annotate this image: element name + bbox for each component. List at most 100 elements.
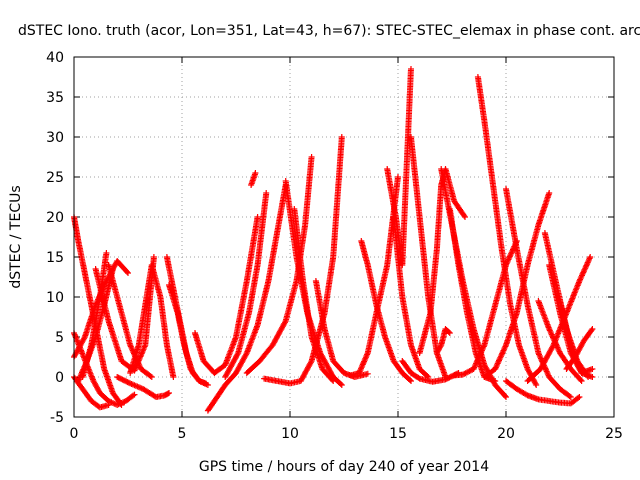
data-point-segment: [524, 367, 543, 384]
data-point: [308, 154, 315, 160]
data-point-segment: [163, 254, 177, 291]
data-point-segment: [356, 351, 371, 376]
y-tick-label: 35: [46, 90, 64, 106]
data-point-segment: [297, 359, 314, 384]
data-point-segment: [181, 342, 194, 371]
data-point: [395, 174, 401, 180]
data-point: [204, 382, 211, 388]
data-point-segment: [498, 246, 514, 307]
data-point-segment: [196, 378, 210, 388]
data-point: [150, 254, 157, 260]
data-point-segment: [503, 311, 520, 348]
data-point-segment: [524, 302, 542, 355]
data-point-segment: [75, 238, 88, 275]
y-tick-label: 0: [55, 370, 64, 386]
y-tick-label: 5: [55, 330, 64, 346]
data-point-segment: [96, 390, 111, 403]
data-point-segment: [204, 399, 217, 414]
data-point-segment: [503, 186, 520, 251]
y-tick-labels: -5 0 5 10 15 20 25 30 35 40: [46, 50, 64, 426]
data-point-segment: [567, 394, 582, 407]
data-arc: [248, 170, 259, 188]
data-point-segment: [330, 358, 346, 375]
data-arc: [416, 166, 468, 356]
data-point-segment: [187, 366, 202, 383]
data-point-segment: [81, 270, 94, 307]
data-point-segment: [567, 366, 584, 383]
data-point-segment: [446, 206, 462, 267]
data-point-segment: [174, 310, 187, 347]
data-point-segment: [274, 183, 289, 236]
y-tick-label: 30: [46, 130, 64, 146]
data-point-segment: [399, 294, 414, 347]
data-point-segment: [317, 350, 336, 379]
data-point: [330, 378, 337, 384]
data-arc: [222, 190, 270, 380]
data-point-segment: [373, 302, 388, 339]
data-point-segment: [358, 238, 371, 267]
data-point-segment: [192, 330, 207, 363]
data-point-segment: [116, 302, 133, 347]
data-point: [567, 394, 574, 400]
data-point: [462, 214, 468, 220]
data-point-segment: [470, 343, 487, 372]
data-arc: [524, 254, 594, 384]
data-point-segment: [122, 392, 137, 404]
y-axis-title: dSTEC / TECUs: [8, 185, 24, 288]
data-point-segment: [455, 262, 470, 315]
y-tick-label: 15: [46, 250, 64, 266]
data-point: [364, 370, 371, 377]
data-point-segment: [211, 383, 228, 404]
data-point-segment: [451, 198, 468, 219]
data-point-segment: [416, 366, 431, 379]
data-point: [576, 394, 583, 400]
data-point-segment: [282, 279, 300, 324]
data-point-segment: [442, 326, 452, 335]
data-point: [131, 391, 138, 398]
data-arc: [503, 378, 583, 407]
data-point-segment: [135, 303, 148, 348]
data-arc: [192, 214, 261, 376]
data-point: [103, 250, 110, 256]
data-point: [263, 190, 270, 196]
y-tick-label: -5: [50, 410, 64, 426]
data-point-segment: [312, 278, 328, 331]
data-arc: [446, 206, 499, 384]
data-point: [105, 402, 112, 408]
data-point-segment: [233, 279, 250, 340]
data-point-segment: [464, 310, 479, 355]
data-point-segment: [433, 183, 445, 252]
x-axis-title: GPS time / hours of day 240 of year 2014: [199, 459, 489, 475]
data-point-segment: [321, 326, 336, 363]
data-point-segment: [321, 255, 336, 316]
data-point-segment: [580, 327, 595, 344]
data-point-segment: [200, 358, 217, 375]
data-point-segment: [492, 382, 508, 399]
data-point-segment: [390, 214, 406, 299]
data-point: [589, 326, 596, 332]
data-point-segment: [319, 366, 336, 383]
data-point-segment: [211, 362, 227, 376]
data-point: [166, 390, 172, 396]
plot-frame: [73, 56, 615, 418]
data-point-segment: [256, 343, 275, 364]
data-point-segment: [576, 255, 593, 284]
data-point-segment: [535, 396, 551, 404]
data-point-segment: [92, 266, 112, 323]
data-point-segment: [474, 74, 488, 123]
data-point-segment: [105, 262, 122, 307]
data-arc: [433, 326, 453, 356]
data-point-segment: [481, 366, 497, 380]
data-point-segment: [243, 215, 261, 284]
data-point: [492, 378, 499, 384]
data-point-segment: [557, 386, 573, 400]
data-point-segment: [557, 298, 574, 347]
data-arc: [114, 374, 172, 400]
data-point-segment: [572, 339, 586, 360]
data-point-segment: [416, 311, 433, 356]
data-point: [503, 394, 509, 400]
data-point-segment: [246, 263, 261, 316]
data-point-segment: [535, 298, 552, 331]
data-point-segment: [438, 327, 449, 348]
data-point-segment: [429, 376, 448, 385]
